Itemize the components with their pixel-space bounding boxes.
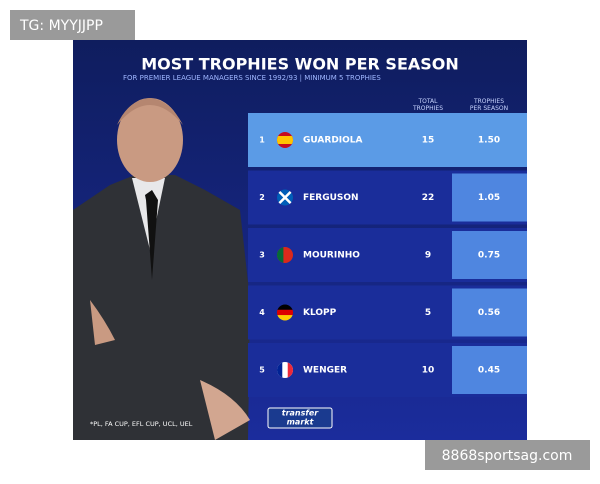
- flag-icon: [277, 189, 293, 206]
- flag-icon: [277, 362, 293, 378]
- column-header: TROPHIES PER SEASON: [470, 98, 508, 112]
- trophies-per-season: 0.45: [478, 366, 500, 376]
- per-season-cell: [452, 288, 527, 337]
- manager-name: KLOPP: [303, 308, 337, 318]
- watermark: 8868sportsag.com: [442, 448, 573, 464]
- trophies-per-season: 1.05: [478, 193, 500, 203]
- logo-box: [267, 407, 333, 429]
- manager-name: MOURINHO: [303, 251, 360, 261]
- logo-line: markt: [287, 418, 315, 427]
- trophies-per-season: 0.75: [478, 251, 500, 261]
- table: TOTAL TROPHIES TROPHIES PER SEASON 1 GUARDIOL…: [248, 98, 527, 397]
- person-photo: [73, 98, 250, 440]
- per-season-cell: [452, 231, 527, 279]
- rank: 4: [259, 308, 265, 317]
- column-header: TOTAL TROPHIES: [412, 98, 443, 112]
- logo-line: transfer: [282, 409, 320, 418]
- rank: 5: [259, 366, 265, 375]
- per-season-cell: [452, 346, 527, 394]
- total-trophies: 15: [422, 136, 435, 146]
- rank: 3: [259, 251, 265, 260]
- total-trophies: 10: [422, 366, 435, 376]
- trophies-per-season: 1.50: [478, 136, 500, 146]
- rank: 1: [259, 136, 265, 145]
- title: MOST TROPHIES WON PER SEASON: [141, 55, 459, 74]
- total-trophies: 9: [425, 251, 431, 261]
- trophies-per-season: 0.56: [478, 308, 500, 318]
- tag-box: [10, 10, 135, 40]
- watermark-box: [425, 440, 590, 470]
- total-trophies: 5: [425, 308, 431, 318]
- manager-name: GUARDIOLA: [303, 136, 363, 146]
- row-bg: [248, 113, 527, 167]
- flag-icon: [277, 247, 293, 263]
- subtitle: FOR PREMIER LEAGUE MANAGERS SINCE 1992/9…: [123, 74, 381, 82]
- rank: 2: [259, 193, 265, 202]
- flag-cross: [277, 189, 293, 206]
- tag-text: TG: MYYJJPP: [19, 18, 103, 34]
- total-trophies: 22: [422, 193, 435, 203]
- flag-icon: [277, 304, 293, 321]
- flag-icon: [277, 132, 293, 148]
- manager-name: FERGUSON: [303, 193, 359, 203]
- manager-name: WENGER: [303, 366, 347, 376]
- footnote: *PL, FA CUP, EFL CUP, UCL, UEL: [90, 420, 193, 428]
- per-season-cell: [452, 173, 527, 222]
